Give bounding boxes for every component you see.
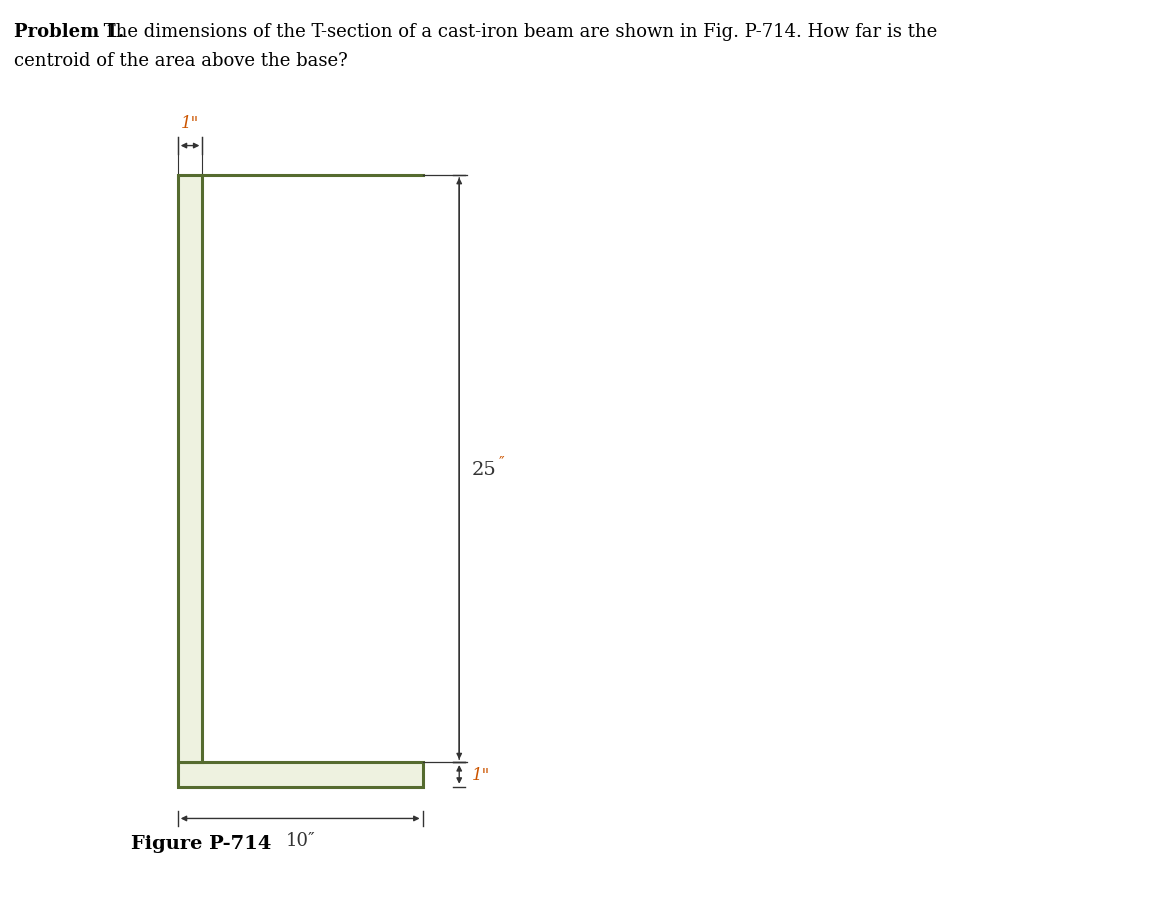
Text: 25: 25 <box>471 460 496 478</box>
Text: 1": 1" <box>180 115 199 132</box>
Bar <box>178 176 202 762</box>
Bar <box>178 762 423 787</box>
Text: centroid of the area above the base?: centroid of the area above the base? <box>14 52 347 70</box>
Text: Problem 1.: Problem 1. <box>14 23 124 41</box>
Text: 1": 1" <box>471 766 489 783</box>
Text: Figure P-714: Figure P-714 <box>131 834 271 852</box>
Text: ″: ″ <box>499 455 504 469</box>
Text: 10″: 10″ <box>285 831 315 849</box>
Text: The dimensions of the T-section of a cast-iron beam are shown in Fig. P-714. How: The dimensions of the T-section of a cas… <box>98 23 936 41</box>
